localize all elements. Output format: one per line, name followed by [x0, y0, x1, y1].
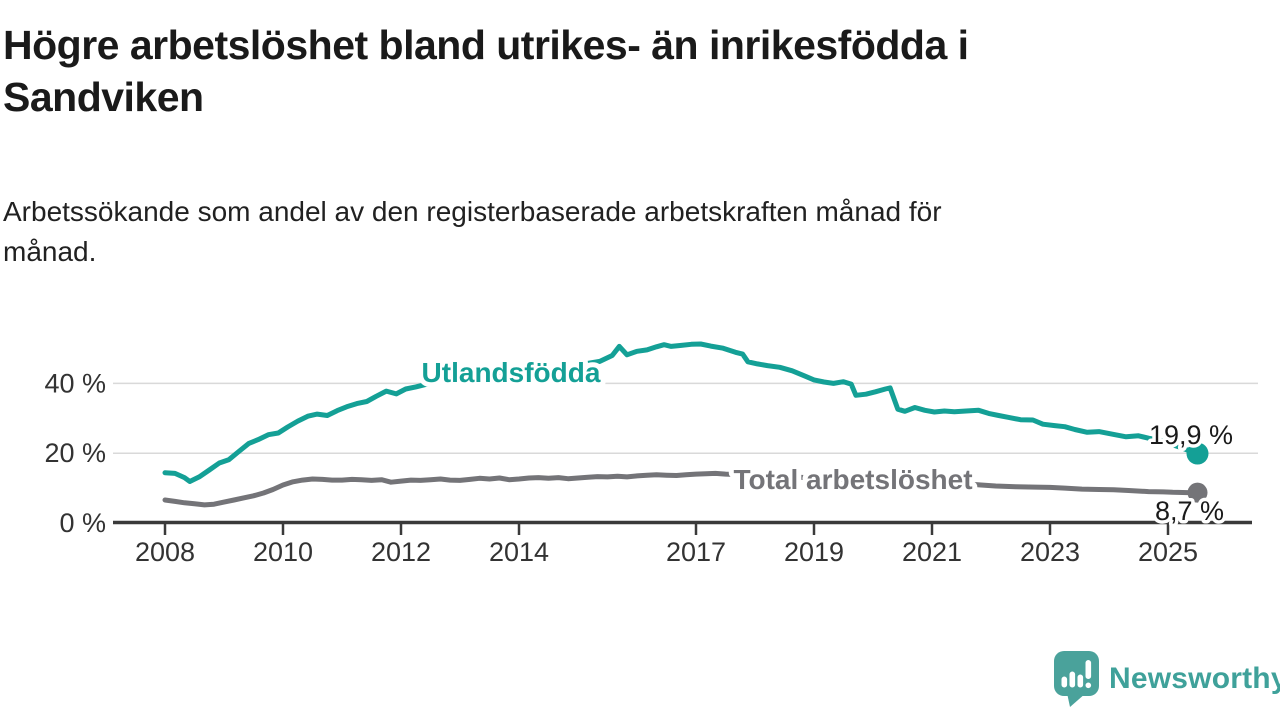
page-title: Högre arbetslöshet bland utrikes- än inr… [3, 22, 969, 120]
x-tick-label-2014: 2014 [489, 537, 549, 567]
x-tick-label-2019: 2019 [784, 537, 844, 567]
x-tick-label-2008: 2008 [135, 537, 195, 567]
x-tick-label-2017: 2017 [666, 537, 726, 567]
line-utlandsf-dda [162, 341, 1200, 484]
x-tick-label-2010: 2010 [253, 537, 313, 567]
newsworthy-icon [1054, 651, 1099, 707]
brand-name: Newsworthy [1109, 662, 1280, 695]
end-dot-utlandsf-dda [1186, 442, 1209, 465]
end-dot-total-arbetsl-shet [1187, 482, 1208, 503]
x-tick-label-2025: 2025 [1138, 537, 1198, 567]
series-label-utlandsf-dda: Utlandsfödda [422, 357, 601, 388]
y-tick-label-40: 40 % [44, 368, 106, 398]
series-label-total-arbetsl-shet: Total arbetslöshet [733, 464, 972, 495]
y-tick-label-0: 0 % [59, 508, 106, 538]
chart-subtitle: Arbetssökande som andel av den registerb… [3, 196, 942, 268]
y-tick-label-20: 20 % [44, 438, 106, 468]
end-value-label-total-arbetsl-shet: 8,7 % [1155, 496, 1224, 526]
x-tick-label-2021: 2021 [902, 537, 962, 567]
end-value-label-utlandsf-dda: 19,9 % [1149, 420, 1233, 450]
line-total-arbetsl-shet [162, 470, 1200, 508]
x-tick-label-2012: 2012 [371, 537, 431, 567]
newsworthy-logo: Newsworthy [1053, 650, 1280, 708]
x-tick-label-2023: 2023 [1020, 537, 1080, 567]
